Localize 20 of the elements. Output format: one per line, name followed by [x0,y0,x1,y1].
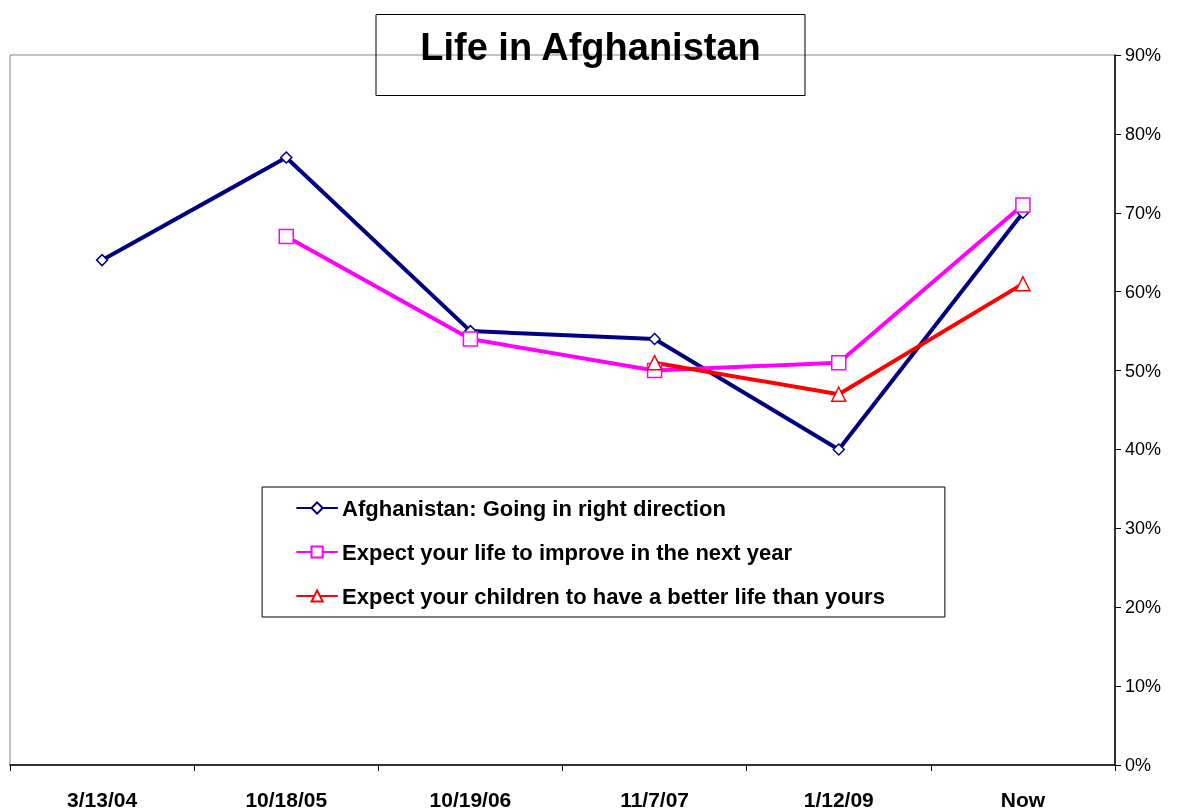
x-tick-label: 1/12/09 [803,788,874,811]
y-tick-label: 0% [1125,755,1152,775]
legend-label: Expect your children to have a better life than yours [342,583,885,609]
x-tick-label: 10/18/05 [245,788,328,811]
legend-label: Afghanistan: Going in right direction [342,495,726,521]
y-tick-label: 60% [1125,281,1162,302]
x-tick-label: 10/19/06 [429,788,512,811]
y-tick-label: 80% [1125,123,1162,144]
x-tick-label: 3/13/04 [67,788,138,811]
x-tick-label: 11/7/07 [620,788,690,811]
y-tick-label: 40% [1125,439,1162,460]
x-tick-label: Now [1000,788,1046,811]
y-tick-label: 90% [1125,45,1162,65]
y-tick-label: 50% [1125,360,1162,381]
legend-label: Expect your life to improve in the next year [342,539,793,565]
y-tick-label: 10% [1125,676,1162,697]
y-tick-label: 30% [1125,518,1162,539]
y-tick-label: 70% [1125,202,1162,223]
chart-title: Life in Afghanistan [420,26,761,68]
y-tick-label: 20% [1125,597,1162,618]
